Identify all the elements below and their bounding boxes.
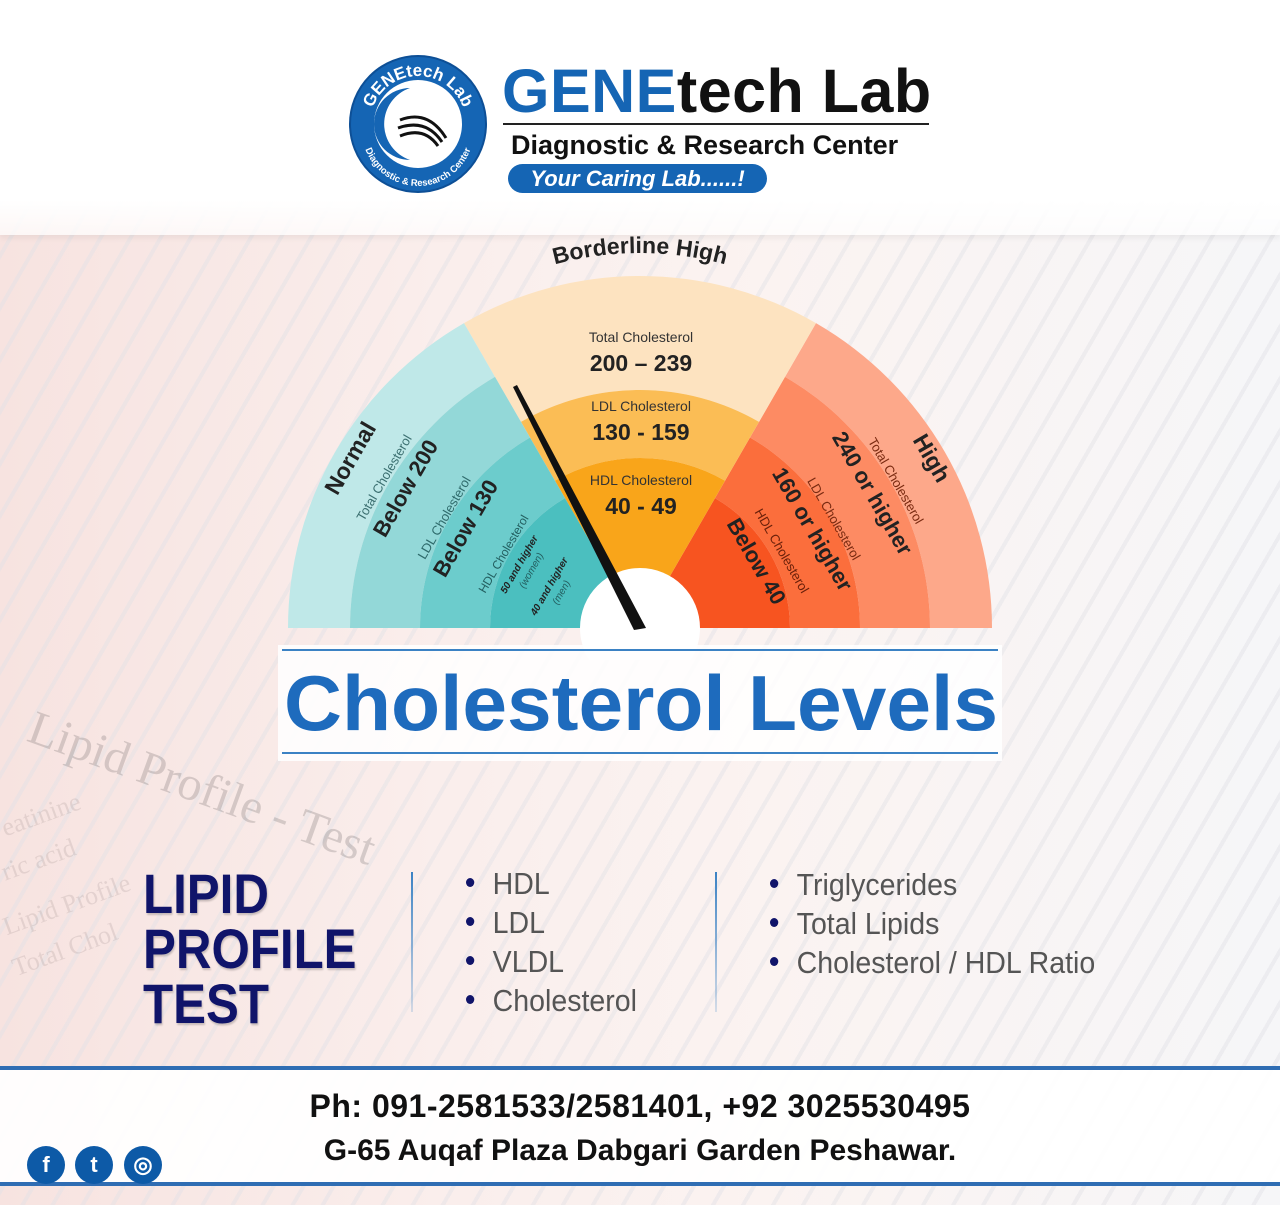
list-item: VLDL	[466, 942, 637, 981]
brand-title: GENEtech Lab	[502, 56, 932, 126]
list-item-text: VLDL	[492, 944, 565, 979]
bullet-icon	[770, 918, 779, 928]
lipid-title-line: LIPID	[143, 862, 269, 925]
bullet-icon	[466, 878, 475, 888]
borderline-ldl-value: 130 - 159	[592, 419, 689, 445]
facebook-icon[interactable]: f	[27, 1146, 65, 1184]
brand-tagline: Your Caring Lab......!	[508, 164, 767, 193]
test-list-b: Triglycerides Total Lipids Cholesterol /…	[770, 865, 1095, 982]
list-item-text: Cholesterol	[492, 983, 637, 1018]
list-item: Cholesterol / HDL Ratio	[770, 943, 1095, 982]
heading-box: Cholesterol Levels	[278, 645, 1002, 761]
borderline-total-value: 200 – 239	[590, 350, 692, 376]
divider	[715, 872, 717, 1012]
svg-text:Borderline High: Borderline High	[550, 232, 731, 269]
list-item-text: LDL	[492, 905, 546, 940]
twitter-icon[interactable]: t	[75, 1146, 113, 1184]
normal-ring-sector	[350, 376, 530, 628]
page-title: Cholesterol Levels	[284, 659, 998, 747]
faint-text: eatinine	[0, 786, 85, 843]
list-item-text: HDL	[492, 866, 550, 901]
brand-title-dark: tech Lab	[676, 57, 932, 125]
borderline-label: Borderline High	[550, 232, 731, 269]
normal-ring-sector	[288, 323, 495, 628]
list-item: LDL	[466, 903, 637, 942]
list-item: Cholesterol	[466, 981, 637, 1020]
gauge-needle	[513, 385, 646, 630]
borderline-hdl-value: 40 - 49	[605, 493, 677, 519]
borderline-ldl-sector	[521, 390, 759, 481]
list-item: HDL	[466, 864, 637, 903]
list-item-text: Cholesterol / HDL Ratio	[796, 945, 1096, 980]
test-list-a: HDL LDL VLDL Cholesterol	[466, 864, 637, 1020]
borderline-ldl-label: LDL Cholesterol	[591, 398, 691, 414]
high-ring-sector	[750, 376, 930, 628]
gauge-hub	[580, 568, 700, 660]
bullet-icon	[466, 956, 475, 966]
lipid-title: LIPID PROFILE TEST	[143, 862, 357, 1035]
lipid-title-line: PROFILE	[143, 917, 357, 980]
brand-title-blue: GENE	[502, 57, 677, 125]
borderline-hdl-sector	[555, 458, 725, 628]
list-item: Total Lipids	[770, 904, 1095, 943]
footer: Ph: 091-2581533/2581401, +92 3025530495 …	[0, 1066, 1280, 1186]
bullet-icon	[466, 995, 475, 1005]
bullet-icon	[770, 879, 779, 889]
brand-divider	[503, 123, 929, 125]
borderline-total-label: Total Cholesterol	[589, 329, 693, 345]
high-ring-sector	[785, 323, 992, 628]
brand-subtitle: Diagnostic & Research Center	[511, 130, 899, 160]
list-item-text: Total Lipids	[796, 906, 940, 941]
helix-icon	[374, 88, 410, 160]
borderline-hdl-label: HDL Cholesterol	[590, 472, 692, 488]
normal-ring-sector	[420, 437, 565, 628]
borderline-total-sector	[464, 276, 816, 422]
bullet-icon	[770, 957, 779, 967]
logo: GENEtech Lab Diagnostic & Research Cente…	[349, 55, 487, 193]
list-item: Triglycerides	[770, 865, 1095, 904]
cholesterol-gauge: Borderline High Total Cholesterol 200 – …	[288, 231, 992, 660]
high-ring-sector	[715, 437, 860, 628]
divider	[411, 872, 413, 1012]
instagram-icon[interactable]: ◎	[124, 1146, 162, 1184]
list-item-text: Triglycerides	[796, 867, 958, 902]
lipid-title-line: TEST	[143, 972, 269, 1035]
phone-number: Ph: 091-2581533/2581401, +92 3025530495	[309, 1088, 971, 1124]
address: G-65 Auqaf Plaza Dabgari Garden Peshawar…	[323, 1134, 957, 1167]
bullet-icon	[466, 917, 475, 927]
header: GENEtech Lab Diagnostic & Research Cente…	[0, 0, 1280, 235]
heading-svg: Cholesterol Levels	[282, 649, 998, 754]
